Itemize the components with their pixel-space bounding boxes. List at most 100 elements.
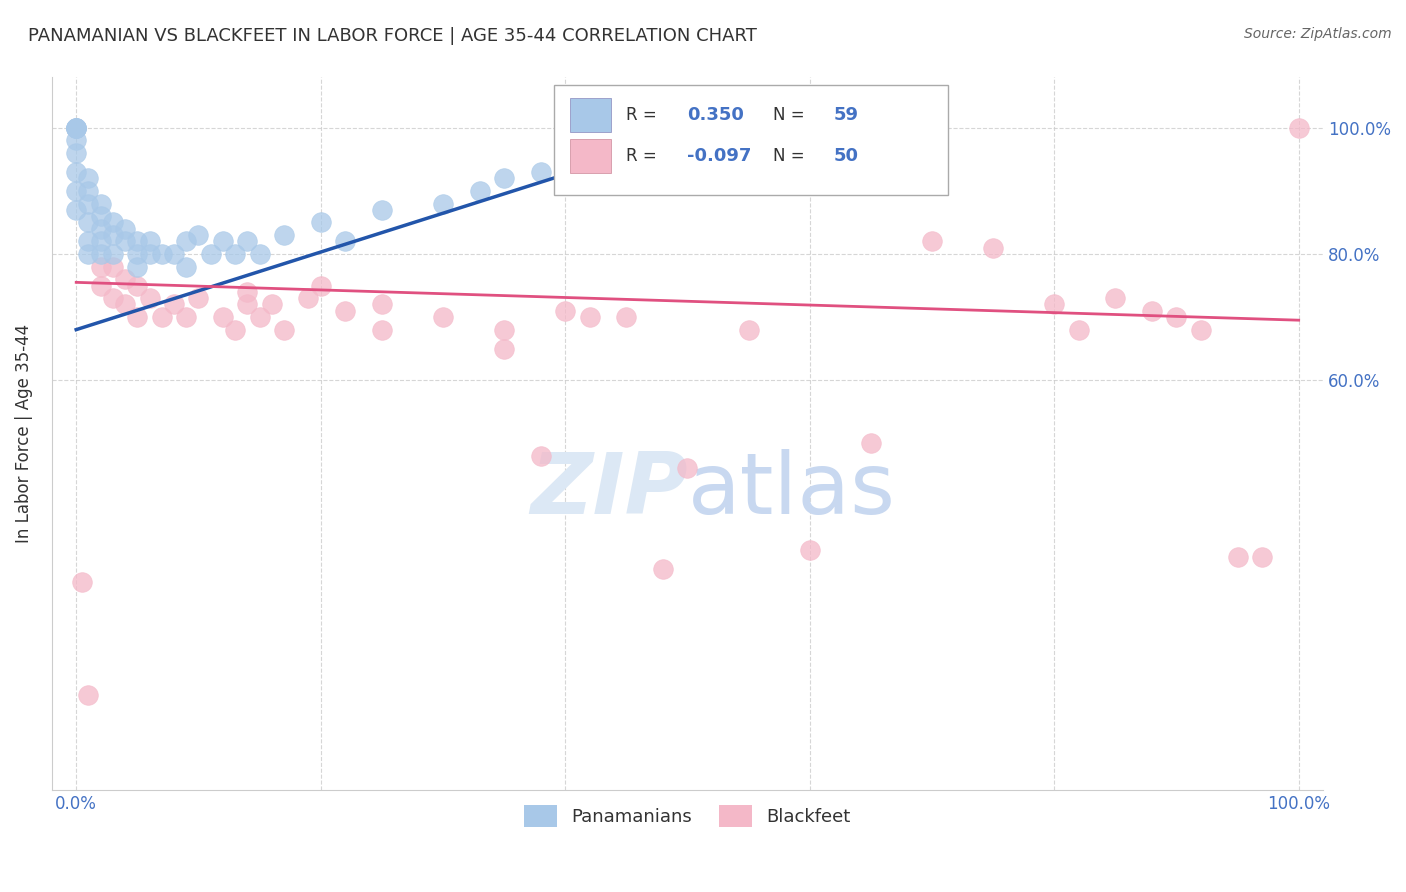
Point — [114, 297, 136, 311]
Point — [127, 310, 149, 324]
Point — [77, 215, 100, 229]
Point — [65, 146, 87, 161]
Point — [614, 140, 637, 154]
Point — [90, 260, 112, 274]
Point — [65, 120, 87, 135]
Point — [101, 291, 124, 305]
Point — [236, 285, 259, 299]
Point — [1166, 310, 1188, 324]
Point — [799, 543, 821, 558]
Point — [101, 215, 124, 229]
Point — [236, 235, 259, 249]
Point — [614, 310, 637, 324]
Point — [224, 323, 246, 337]
Point — [273, 323, 295, 337]
Point — [90, 235, 112, 249]
Point — [554, 303, 576, 318]
FancyBboxPatch shape — [571, 98, 612, 132]
Point — [432, 310, 454, 324]
Point — [371, 202, 394, 217]
Point — [236, 297, 259, 311]
Text: N =: N = — [773, 106, 810, 124]
Point — [90, 278, 112, 293]
Point — [1251, 549, 1274, 564]
Text: -0.097: -0.097 — [688, 147, 752, 165]
Text: 50: 50 — [834, 147, 859, 165]
Point — [65, 134, 87, 148]
Point — [138, 247, 160, 261]
Point — [921, 235, 943, 249]
Point — [494, 323, 516, 337]
Point — [90, 209, 112, 223]
Point — [77, 689, 100, 703]
Point — [981, 241, 1004, 255]
Point — [249, 247, 271, 261]
Point — [1288, 120, 1310, 135]
Point — [309, 278, 332, 293]
Text: atlas: atlas — [688, 450, 896, 533]
Point — [1104, 291, 1126, 305]
Point — [90, 196, 112, 211]
Point — [187, 228, 209, 243]
Point — [333, 303, 356, 318]
Point — [652, 562, 675, 576]
Point — [468, 184, 491, 198]
Point — [150, 310, 173, 324]
Point — [494, 171, 516, 186]
Point — [65, 120, 87, 135]
Point — [65, 120, 87, 135]
Text: 0.350: 0.350 — [688, 106, 744, 124]
Point — [187, 291, 209, 305]
Point — [114, 235, 136, 249]
Point — [200, 247, 222, 261]
Point — [65, 165, 87, 179]
Point — [212, 235, 235, 249]
Point — [127, 235, 149, 249]
Point — [297, 291, 319, 305]
Point — [101, 260, 124, 274]
Text: 59: 59 — [834, 106, 859, 124]
Point — [676, 461, 699, 475]
Point — [101, 247, 124, 261]
Point — [150, 247, 173, 261]
Point — [65, 202, 87, 217]
Point — [371, 323, 394, 337]
Point — [65, 120, 87, 135]
Y-axis label: In Labor Force | Age 35-44: In Labor Force | Age 35-44 — [15, 324, 32, 543]
Point — [163, 247, 186, 261]
Point — [432, 196, 454, 211]
Point — [90, 221, 112, 235]
Point — [212, 310, 235, 324]
Point — [859, 436, 882, 450]
Point — [1189, 323, 1212, 337]
Point — [77, 235, 100, 249]
Point — [138, 235, 160, 249]
Text: PANAMANIAN VS BLACKFEET IN LABOR FORCE | AGE 35-44 CORRELATION CHART: PANAMANIAN VS BLACKFEET IN LABOR FORCE |… — [28, 27, 756, 45]
Text: N =: N = — [773, 147, 810, 165]
Point — [273, 228, 295, 243]
Text: R =: R = — [627, 106, 662, 124]
Point — [676, 120, 699, 135]
Text: R =: R = — [627, 147, 662, 165]
Point — [1226, 549, 1249, 564]
Point — [77, 184, 100, 198]
Point — [90, 247, 112, 261]
Point — [77, 171, 100, 186]
Point — [1067, 323, 1090, 337]
Point — [578, 310, 600, 324]
Point — [65, 120, 87, 135]
Point — [530, 449, 553, 463]
Point — [101, 228, 124, 243]
FancyBboxPatch shape — [571, 139, 612, 173]
Point — [371, 297, 394, 311]
Point — [114, 221, 136, 235]
Legend: Panamanians, Blackfeet: Panamanians, Blackfeet — [517, 797, 858, 834]
Point — [737, 323, 759, 337]
Point — [72, 574, 94, 589]
Point — [249, 310, 271, 324]
Point — [174, 235, 197, 249]
Point — [1043, 297, 1066, 311]
Point — [174, 260, 197, 274]
Point — [260, 297, 283, 311]
Point — [127, 247, 149, 261]
